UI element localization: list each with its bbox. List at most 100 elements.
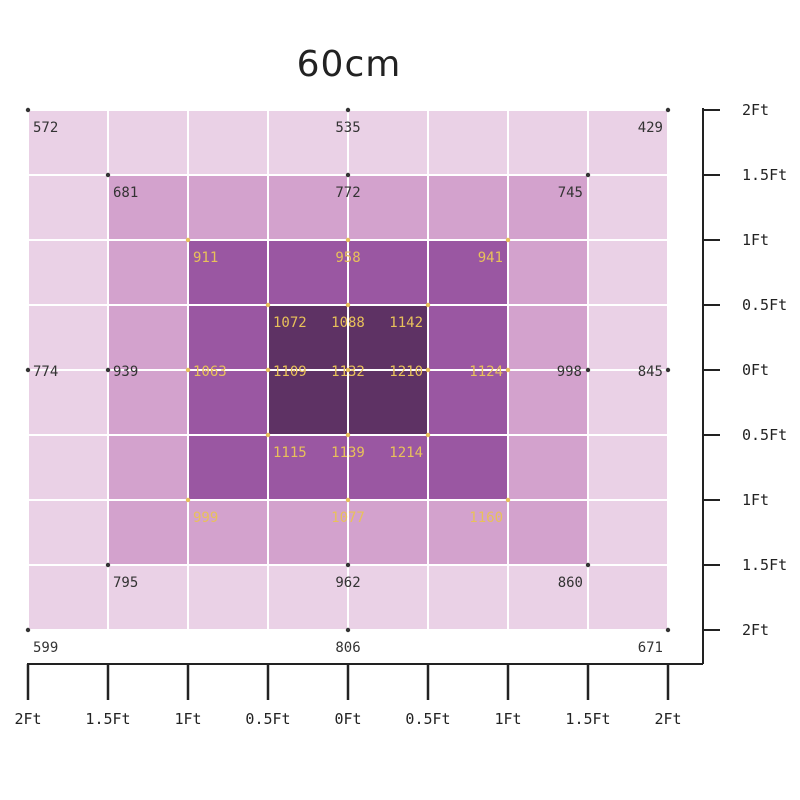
value-label: 1160 bbox=[469, 510, 503, 526]
heatmap-cell bbox=[269, 566, 347, 629]
heatmap-cell bbox=[189, 241, 267, 304]
measurement-point bbox=[345, 107, 351, 113]
measurement-point bbox=[425, 302, 431, 308]
heatmap-cell bbox=[349, 111, 427, 174]
measurement-point bbox=[345, 497, 351, 503]
heatmap-cell bbox=[189, 566, 267, 629]
y-tick-label: 1Ft bbox=[742, 491, 769, 509]
value-label: 671 bbox=[638, 640, 663, 656]
measurement-point bbox=[665, 107, 671, 113]
measurement-point bbox=[345, 302, 351, 308]
value-label: 911 bbox=[193, 250, 218, 266]
heatmap-cell bbox=[269, 111, 347, 174]
measurement-point bbox=[25, 367, 31, 373]
heatmap-cell bbox=[429, 501, 507, 564]
heatmap-cell bbox=[29, 241, 107, 304]
heatmap-cell bbox=[269, 436, 347, 499]
measurement-point bbox=[505, 367, 511, 373]
measurement-point bbox=[345, 367, 351, 373]
heatmap-cell bbox=[189, 371, 267, 434]
measurement-point bbox=[345, 432, 351, 438]
x-tick-label: 2Ft bbox=[654, 710, 681, 728]
measurement-point bbox=[185, 367, 191, 373]
heatmap-cell bbox=[269, 176, 347, 239]
heatmap-cell bbox=[589, 306, 667, 369]
measurement-point bbox=[105, 367, 111, 373]
heatmap-cell bbox=[29, 306, 107, 369]
measurement-point bbox=[425, 367, 431, 373]
heatmap-cell bbox=[429, 371, 507, 434]
heatmap-cell bbox=[429, 436, 507, 499]
measurement-point bbox=[345, 237, 351, 243]
heatmap-cell bbox=[589, 176, 667, 239]
heatmap-cell bbox=[509, 371, 587, 434]
heatmap-cell bbox=[429, 306, 507, 369]
heatmap-cell bbox=[29, 111, 107, 174]
measurement-point bbox=[185, 237, 191, 243]
value-label: 429 bbox=[638, 120, 663, 136]
value-label: 941 bbox=[478, 250, 503, 266]
y-tick-label: 1.5Ft bbox=[742, 166, 787, 184]
x-tick-label: 1.5Ft bbox=[565, 710, 610, 728]
y-tick-label: 0.5Ft bbox=[742, 426, 787, 444]
heatmap-cell bbox=[589, 436, 667, 499]
heatmap-cell bbox=[109, 501, 187, 564]
value-label: 1210 bbox=[389, 364, 423, 380]
heatmap-cell bbox=[189, 111, 267, 174]
heatmap-cell bbox=[29, 176, 107, 239]
measurement-point bbox=[345, 627, 351, 633]
value-label: 806 bbox=[335, 640, 360, 656]
heatmap-cell bbox=[589, 111, 667, 174]
value-label: 572 bbox=[33, 120, 58, 136]
value-label: 1142 bbox=[389, 315, 423, 331]
measurement-point bbox=[665, 627, 671, 633]
value-label: 535 bbox=[335, 120, 360, 136]
measurement-point bbox=[665, 367, 671, 373]
heatmap-cell bbox=[29, 501, 107, 564]
heatmap-cell bbox=[509, 306, 587, 369]
heatmap-cell bbox=[189, 306, 267, 369]
heatmap-cell bbox=[349, 566, 427, 629]
x-tick-label: 1.5Ft bbox=[85, 710, 130, 728]
value-label: 745 bbox=[558, 185, 583, 201]
y-tick-label: 2Ft bbox=[742, 101, 769, 119]
value-label: 1214 bbox=[389, 445, 423, 461]
x-tick-label: 0.5Ft bbox=[245, 710, 290, 728]
measurement-point bbox=[585, 172, 591, 178]
measurement-point bbox=[25, 107, 31, 113]
heatmap-cell bbox=[349, 306, 427, 369]
measurement-point bbox=[425, 432, 431, 438]
value-label: 1124 bbox=[469, 364, 503, 380]
y-tick-label: 2Ft bbox=[742, 621, 769, 639]
value-label: 998 bbox=[557, 364, 582, 380]
value-label: 681 bbox=[113, 185, 138, 201]
value-label: 795 bbox=[113, 575, 138, 591]
heatmap-cell bbox=[29, 436, 107, 499]
measurement-point bbox=[505, 237, 511, 243]
heatmap-cell bbox=[189, 176, 267, 239]
x-tick-label: 1Ft bbox=[494, 710, 521, 728]
heatmap-cell bbox=[589, 371, 667, 434]
heatmap-cell bbox=[109, 371, 187, 434]
heatmap-cell bbox=[349, 371, 427, 434]
x-tick-label: 0Ft bbox=[334, 710, 361, 728]
measurement-point bbox=[585, 367, 591, 373]
heatmap-cell bbox=[109, 176, 187, 239]
heatmap-cell bbox=[509, 176, 587, 239]
heatmap-cell bbox=[349, 176, 427, 239]
measurement-point bbox=[585, 562, 591, 568]
heatmap-cell bbox=[509, 241, 587, 304]
heatmap-cell bbox=[429, 241, 507, 304]
heatmap-cell bbox=[269, 371, 347, 434]
value-label: 1109 bbox=[273, 364, 307, 380]
heatmap-cell bbox=[109, 566, 187, 629]
value-label: 599 bbox=[33, 640, 58, 656]
measurement-point bbox=[345, 172, 351, 178]
value-label: 1132 bbox=[331, 364, 365, 380]
x-tick-label: 1Ft bbox=[174, 710, 201, 728]
heatmap-cell bbox=[189, 501, 267, 564]
heatmap-cell bbox=[29, 566, 107, 629]
heatmap-cell bbox=[349, 241, 427, 304]
heatmap-cell bbox=[109, 111, 187, 174]
